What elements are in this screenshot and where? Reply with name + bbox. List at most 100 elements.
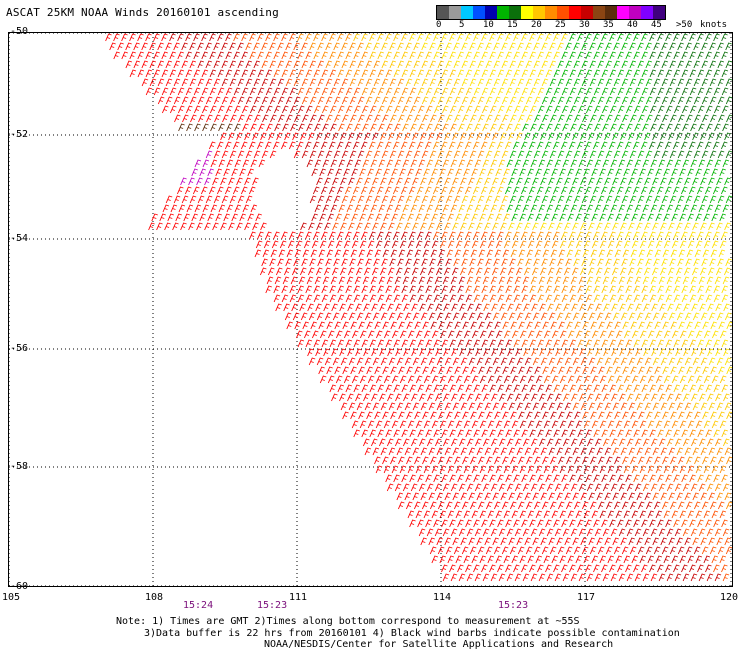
wind-barb (481, 294, 489, 303)
wind-barb (567, 465, 575, 474)
wind-barb (647, 213, 654, 222)
wind-barb (577, 231, 584, 240)
wind-barb (457, 231, 464, 240)
wind-barb (289, 285, 296, 294)
wind-barb (245, 42, 252, 51)
wind-barb (681, 519, 688, 528)
wind-barb (377, 87, 385, 96)
wind-barb (636, 537, 643, 546)
wind-barb (270, 114, 277, 123)
wind-barb (389, 78, 397, 87)
wind-barb (173, 42, 180, 51)
wind-barb (510, 321, 517, 330)
wind-barb (549, 150, 557, 159)
wind-barb (709, 546, 717, 555)
wind-barb (461, 501, 469, 510)
wind-barb (572, 132, 579, 141)
wind-barb (713, 231, 720, 240)
wind-barb (273, 87, 281, 96)
wind-barb (573, 195, 581, 204)
wind-barb (364, 132, 371, 141)
wind-barb (381, 60, 389, 69)
wind-barb (557, 78, 565, 87)
wind-barb (537, 474, 544, 483)
wind-barb (623, 510, 631, 519)
wind-barb (433, 33, 440, 42)
wind-barb (273, 105, 281, 114)
wind-barb (369, 51, 376, 60)
wind-barb (463, 375, 471, 384)
wind-barb (345, 339, 353, 348)
wind-barb (489, 285, 496, 294)
wind-barb (218, 159, 226, 168)
wind-barb (316, 222, 323, 231)
wind-barb (332, 132, 339, 141)
wind-barb (438, 114, 445, 123)
wind-barb (173, 60, 181, 69)
wind-barb (705, 519, 712, 528)
wind-barb (325, 78, 333, 87)
wind-barb (606, 114, 613, 123)
wind-barb (457, 285, 464, 294)
wind-barb (621, 96, 629, 105)
wind-barb (364, 402, 372, 411)
wind-barb (506, 438, 514, 447)
wind-barb (465, 69, 473, 78)
wind-barb (599, 375, 607, 384)
wind-barb (630, 114, 637, 123)
wind-barb (198, 114, 205, 123)
wind-barb (674, 123, 681, 132)
wind-barb (181, 42, 188, 51)
wind-barb (503, 420, 511, 429)
wind-barb (585, 87, 593, 96)
wind-barb (493, 60, 501, 69)
wind-barb (617, 339, 625, 348)
wind-barb (125, 60, 133, 69)
wind-barb (540, 492, 548, 501)
wind-barb (638, 321, 645, 330)
wind-barb (336, 186, 344, 195)
wind-barb (488, 186, 496, 195)
wind-barb (659, 393, 666, 402)
wind-barb (654, 366, 661, 375)
wind-barb (649, 519, 656, 528)
wind-barb (441, 474, 448, 483)
wind-barb (679, 555, 687, 564)
wind-barb (562, 159, 570, 168)
wind-barb (444, 177, 451, 186)
wind-barb (553, 384, 561, 393)
wind-barb (621, 501, 629, 510)
wind-barb (506, 528, 514, 537)
wind-barb (296, 141, 304, 150)
wind-barb (691, 303, 698, 312)
wind-barb (387, 348, 394, 357)
wind-barb (322, 204, 330, 213)
wind-barb (353, 69, 361, 78)
wind-barb (538, 528, 546, 537)
wind-barb (466, 123, 473, 132)
wind-barb (568, 186, 576, 195)
wind-barb (686, 114, 693, 123)
wind-barb (455, 510, 463, 519)
wind-barb (612, 312, 620, 321)
wind-barb (545, 339, 553, 348)
wind-barb (466, 438, 474, 447)
wind-barb (463, 510, 471, 519)
wind-barb (460, 537, 467, 546)
wind-barb (660, 312, 668, 321)
wind-barb (582, 456, 589, 465)
wind-barb (525, 78, 533, 87)
wind-barb (396, 132, 403, 141)
wind-barb (601, 564, 608, 573)
wind-speed-colorbar (436, 5, 666, 20)
wind-barb (404, 177, 411, 186)
wind-barb (714, 204, 722, 213)
wind-barb (331, 303, 338, 312)
wind-barb (394, 159, 402, 168)
wind-barb (663, 465, 671, 474)
wind-barb (444, 537, 451, 546)
wind-barb (692, 447, 700, 456)
wind-barb (487, 555, 495, 564)
wind-barb (522, 159, 530, 168)
wind-barb (682, 276, 690, 285)
